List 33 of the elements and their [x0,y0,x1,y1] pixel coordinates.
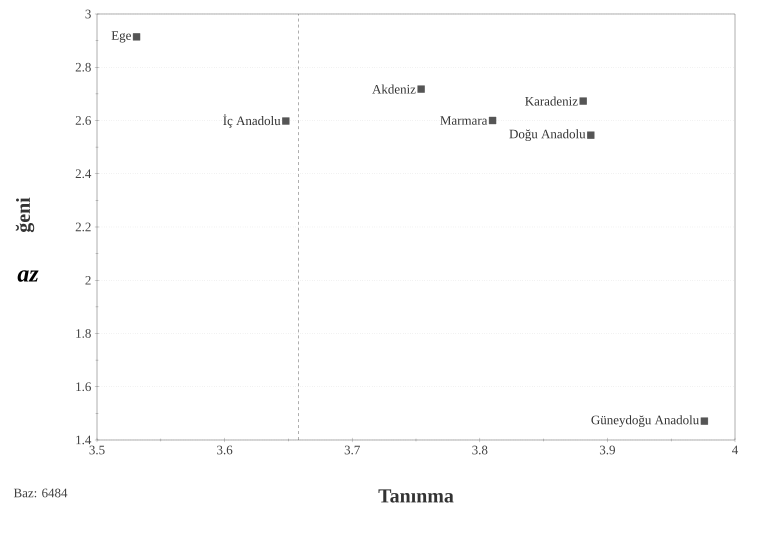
y-tick-label: 2.4 [76,169,92,178]
y-tick-label: 2.2 [76,222,91,232]
annotation: Marmara [440,116,488,125]
x-tick-label: 3.9 [600,446,615,454]
y-tick-label: 2.8 [76,62,91,72]
y-tick-label: 3 [86,10,91,18]
annotation: Güneydoğu Anadolu [591,415,699,427]
text: az [18,270,39,282]
point [579,97,587,105]
annotation: Ege [112,31,131,43]
annotation: Akdeniz [372,84,416,94]
point [488,116,496,124]
point [417,85,425,93]
x-tick-label: 3.5 [90,446,105,454]
point [700,417,708,425]
x-tick-label: 3.7 [344,446,360,454]
y-tick-label: 2 [85,276,91,285]
x-tick-label: 3.6 [217,446,232,454]
text: Baz: 6484 [14,488,68,498]
y-tick-label: 1.4 [76,436,92,444]
y-axis-title: ğeni [16,198,34,232]
y-tick-label: 2.6 [76,116,91,125]
annotation: Doğu Anadolu [509,129,586,142]
point [587,131,595,139]
point [132,33,140,41]
x-tick-label: 4 [732,446,738,454]
y-tick-label: 1.8 [76,329,91,338]
annotation: İç Anadolu [223,114,280,128]
y-tick-label: 1.6 [76,382,91,392]
x-tick-label: 3.8 [472,446,488,454]
annotation: Karadeniz [525,96,578,106]
x-axis-title: Tanınma [378,489,454,503]
point [282,117,290,125]
